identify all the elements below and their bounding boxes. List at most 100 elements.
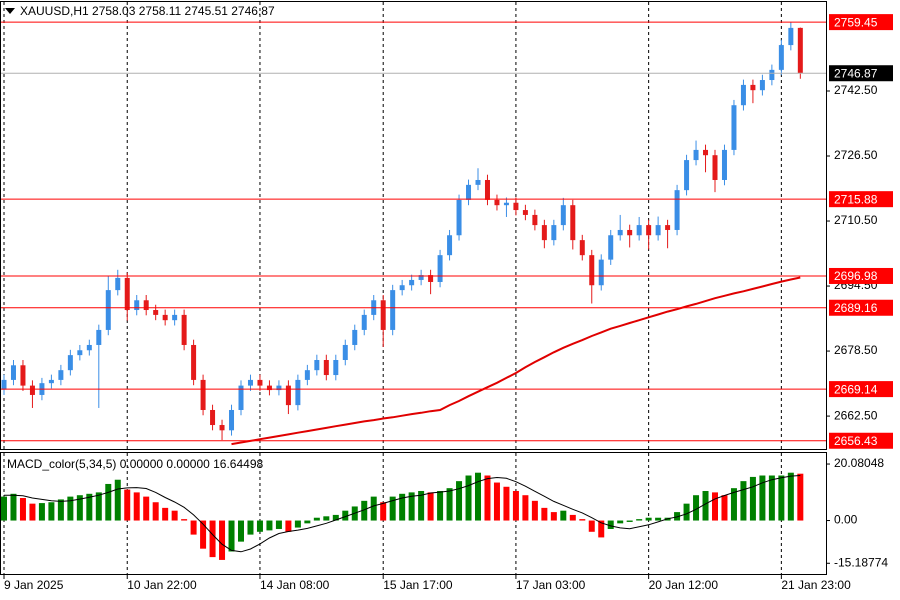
macd-bar xyxy=(712,492,718,521)
candle-body xyxy=(238,385,244,410)
candle-body xyxy=(58,370,64,380)
macd-bar xyxy=(693,495,700,521)
level-box xyxy=(829,191,893,208)
x-tick-label: 17 Jan 03:00 xyxy=(516,578,586,592)
macd-bar xyxy=(702,490,709,521)
macd-bar xyxy=(275,520,282,529)
macd-bar xyxy=(143,496,150,521)
candle-body xyxy=(276,385,282,391)
macd-bar xyxy=(294,520,301,528)
macd-bar xyxy=(1,496,7,521)
macd-bar xyxy=(617,520,624,524)
macd-bar xyxy=(569,514,576,521)
macd-bar xyxy=(531,500,538,521)
candle-body xyxy=(333,360,339,376)
candle-body xyxy=(788,27,794,46)
candle-body xyxy=(731,105,737,150)
macd-bar xyxy=(456,481,463,521)
macd-bar xyxy=(607,520,614,529)
candle-body xyxy=(522,210,528,215)
macd-bar xyxy=(655,517,662,521)
candle-body xyxy=(115,277,121,291)
macd-bar xyxy=(67,496,74,521)
macd-bar xyxy=(200,520,207,549)
macd-bar xyxy=(133,492,140,521)
candle-body xyxy=(29,385,35,395)
macd-bar xyxy=(190,520,197,535)
macd-bar xyxy=(29,503,36,521)
candle-body xyxy=(456,199,462,236)
candle-body xyxy=(314,360,320,371)
candle-body xyxy=(466,184,472,200)
y-tick-label: -15.18774 xyxy=(834,555,888,569)
level-box xyxy=(829,14,893,31)
candle-body xyxy=(20,365,26,386)
candle-body xyxy=(219,425,225,431)
candle-body xyxy=(1,379,7,390)
candle-body xyxy=(162,314,168,321)
candle-body xyxy=(703,149,709,156)
candle-body xyxy=(200,379,206,410)
candle-body xyxy=(617,229,623,236)
macd-bar xyxy=(721,495,728,521)
candle-body xyxy=(67,355,73,371)
level-label: 2656.43 xyxy=(834,434,878,448)
candle-body xyxy=(693,149,699,161)
candle-body xyxy=(323,360,329,376)
macd-bar xyxy=(124,489,131,521)
level-label: 2669.14 xyxy=(834,382,878,396)
candle-body xyxy=(418,275,424,280)
macd-bar xyxy=(674,512,681,521)
candle-body xyxy=(361,314,367,330)
candle-body xyxy=(721,149,727,180)
macd-bar xyxy=(503,486,510,521)
last-price-box xyxy=(829,65,893,82)
macd-bar xyxy=(332,514,339,521)
candle-body xyxy=(181,314,187,345)
macd-bar xyxy=(730,488,737,521)
macd-bar xyxy=(57,499,64,521)
macd-bar xyxy=(10,493,17,521)
level-label: 2715.88 xyxy=(834,192,878,206)
candle-body xyxy=(570,205,576,241)
macd-bar xyxy=(228,520,235,552)
macd-bar xyxy=(408,492,415,521)
level-box xyxy=(829,299,893,316)
y-tick-label: 2678.50 xyxy=(834,343,878,357)
macd-bar xyxy=(541,507,548,521)
candle-body xyxy=(247,379,253,386)
candle-body xyxy=(579,240,585,256)
macd-bar xyxy=(512,490,519,521)
candle-body xyxy=(96,329,102,345)
x-tick-label: 14 Jan 08:00 xyxy=(260,578,330,592)
macd-bar xyxy=(636,519,643,521)
macd-bar xyxy=(105,483,112,521)
candle-body xyxy=(342,344,348,361)
candle-body xyxy=(48,379,54,384)
candle-body xyxy=(191,344,197,380)
macd-bar xyxy=(787,472,794,521)
y-tick-label: 2710.50 xyxy=(834,213,878,227)
macd-bar xyxy=(380,502,387,521)
macd-bar xyxy=(446,488,453,521)
candle-body xyxy=(257,379,263,386)
macd-bar xyxy=(522,495,529,521)
macd-bar xyxy=(588,520,595,532)
macd-bar xyxy=(76,495,83,521)
macd-bar xyxy=(114,479,121,521)
macd-bar xyxy=(162,507,169,521)
macd-bar xyxy=(38,503,45,521)
macd-bar xyxy=(256,520,263,532)
candle-body xyxy=(797,27,803,74)
candle-body xyxy=(285,385,291,406)
macd-bar xyxy=(95,492,102,521)
macd-bar xyxy=(181,519,188,521)
menu-triangle[interactable] xyxy=(5,8,15,14)
candle-body xyxy=(740,84,746,106)
y-tick-label: 20.08048 xyxy=(834,456,884,470)
macd-bar xyxy=(285,520,292,532)
candle-body xyxy=(266,385,272,391)
candle-body xyxy=(428,275,434,282)
macd-bar xyxy=(759,475,766,521)
macd-bar xyxy=(209,520,216,558)
